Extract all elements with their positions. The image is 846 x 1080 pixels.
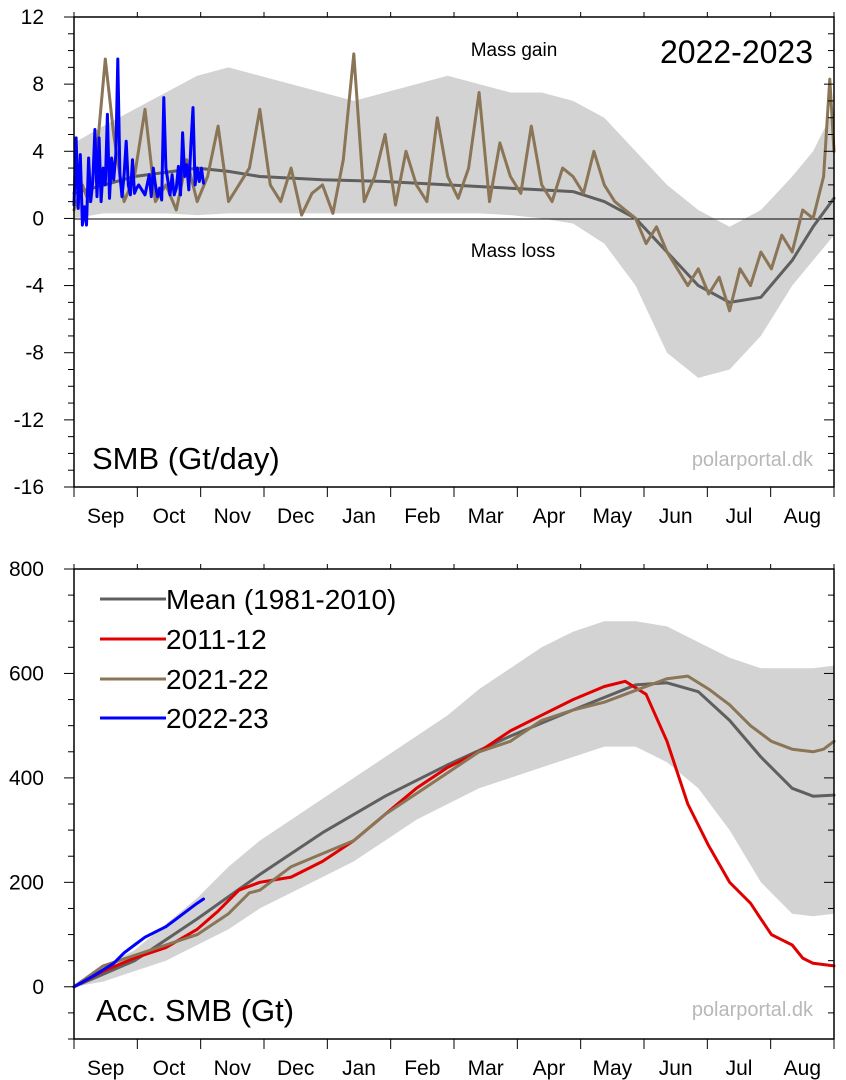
bot-x-tick-label: Nov bbox=[214, 1057, 252, 1080]
legend-label-2022-23: 2022-23 bbox=[166, 703, 269, 734]
bot-x-tick-label: Jun bbox=[659, 1057, 693, 1080]
top-panel: -16 -12 -8 -4 0 4 8 12 Sep Oct Nov Dec Jan Feb Mar Apr… bbox=[14, 6, 836, 528]
top-x-tick-label: Jul bbox=[726, 505, 753, 528]
bottom-watermark: polarportal.dk bbox=[692, 999, 814, 1021]
bot-x-tick-label: Mar bbox=[468, 1057, 504, 1080]
bot-series-2022-23 bbox=[72, 897, 205, 989]
top-x-tick-label: Apr bbox=[533, 505, 566, 528]
bot-x-tick-label: Feb bbox=[404, 1057, 440, 1080]
bottom-series-lines bbox=[72, 674, 836, 989]
bot-x-tick-label: Aug bbox=[784, 1057, 821, 1080]
legend: Mean (1981-2010) 2011-12 2021-22 2022-23 bbox=[100, 584, 396, 734]
top-series-2021-22 bbox=[72, 52, 836, 313]
bot-y-tick-label: 600 bbox=[9, 662, 44, 685]
top-x-tick-label: Nov bbox=[214, 505, 252, 528]
top-y-tick-label: -16 bbox=[14, 476, 44, 499]
bottom-x-axis: Sep Oct Nov Dec Jan Feb Mar Apr May Jun Jul Aug bbox=[73, 564, 835, 1080]
top-y-axis: -16 -12 -8 -4 0 4 8 12 bbox=[14, 6, 834, 499]
season-title: 2022-2023 bbox=[660, 34, 813, 70]
bot-y-tick-label: 200 bbox=[9, 871, 44, 894]
top-y-tick-label: 4 bbox=[32, 140, 44, 163]
legend-label-mean: Mean (1981-2010) bbox=[166, 584, 396, 615]
top-x-tick-label: Jun bbox=[659, 505, 693, 528]
top-series-2022-23 bbox=[72, 57, 205, 227]
top-x-axis: Sep Oct Nov Dec Jan Feb Mar Apr May Jun Jul Aug bbox=[73, 12, 835, 528]
top-series-lines bbox=[72, 52, 836, 313]
top-panel-label: SMB (Gt/day) bbox=[92, 441, 280, 476]
mass-gain-label: Mass gain bbox=[471, 40, 558, 61]
top-x-tick-label: Jan bbox=[342, 505, 376, 528]
legend-label-2011-12: 2011-12 bbox=[166, 624, 267, 655]
top-y-tick-label: 8 bbox=[32, 73, 44, 96]
bot-series-2011-12 bbox=[72, 679, 836, 989]
bot-y-tick-label: 800 bbox=[9, 558, 44, 581]
bot-x-tick-label: Jul bbox=[726, 1057, 753, 1080]
top-x-tick-label: Dec bbox=[277, 505, 314, 528]
bot-x-tick-label: Sep bbox=[87, 1057, 124, 1080]
top-series-mean-1981-2010 bbox=[72, 166, 836, 304]
bot-x-tick-label: Oct bbox=[153, 1057, 186, 1080]
bottom-variability-band bbox=[74, 621, 834, 987]
bot-y-tick-label: 400 bbox=[9, 767, 44, 790]
bot-y-tick-label: 0 bbox=[32, 976, 44, 999]
top-watermark: polarportal.dk bbox=[692, 449, 814, 471]
mass-loss-label: Mass loss bbox=[471, 241, 555, 262]
bottom-panel: 0 200 400 600 800 Sep Oct Nov Dec Jan Feb Mar Apr Ma… bbox=[9, 558, 836, 1080]
top-x-tick-label: Aug bbox=[784, 505, 821, 528]
top-y-tick-label: -8 bbox=[25, 342, 44, 365]
top-x-tick-label: Oct bbox=[153, 505, 186, 528]
bot-x-tick-label: Jan bbox=[342, 1057, 376, 1080]
bot-x-tick-label: Dec bbox=[277, 1057, 314, 1080]
legend-label-2021-22: 2021-22 bbox=[166, 664, 269, 695]
top-x-tick-label: Feb bbox=[404, 505, 440, 528]
bot-band-1981-2010 bbox=[74, 621, 834, 987]
top-y-tick-label: -12 bbox=[14, 409, 44, 432]
top-y-tick-label: -4 bbox=[25, 275, 44, 298]
bot-x-tick-label: May bbox=[592, 1057, 632, 1080]
top-x-tick-label: May bbox=[592, 505, 632, 528]
top-variability-band bbox=[74, 67, 834, 378]
top-x-tick-label: Mar bbox=[468, 505, 504, 528]
bot-x-tick-label: Apr bbox=[533, 1057, 566, 1080]
bottom-panel-label: Acc. SMB (Gt) bbox=[96, 993, 294, 1028]
bot-series-2021-22 bbox=[72, 674, 836, 989]
bottom-y-axis: 0 200 400 600 800 bbox=[9, 558, 834, 1040]
top-y-tick-label: 0 bbox=[32, 207, 44, 230]
top-band-1981-2010 bbox=[74, 67, 834, 378]
top-x-tick-label: Sep bbox=[87, 505, 124, 528]
top-y-tick-label: 12 bbox=[21, 6, 44, 29]
